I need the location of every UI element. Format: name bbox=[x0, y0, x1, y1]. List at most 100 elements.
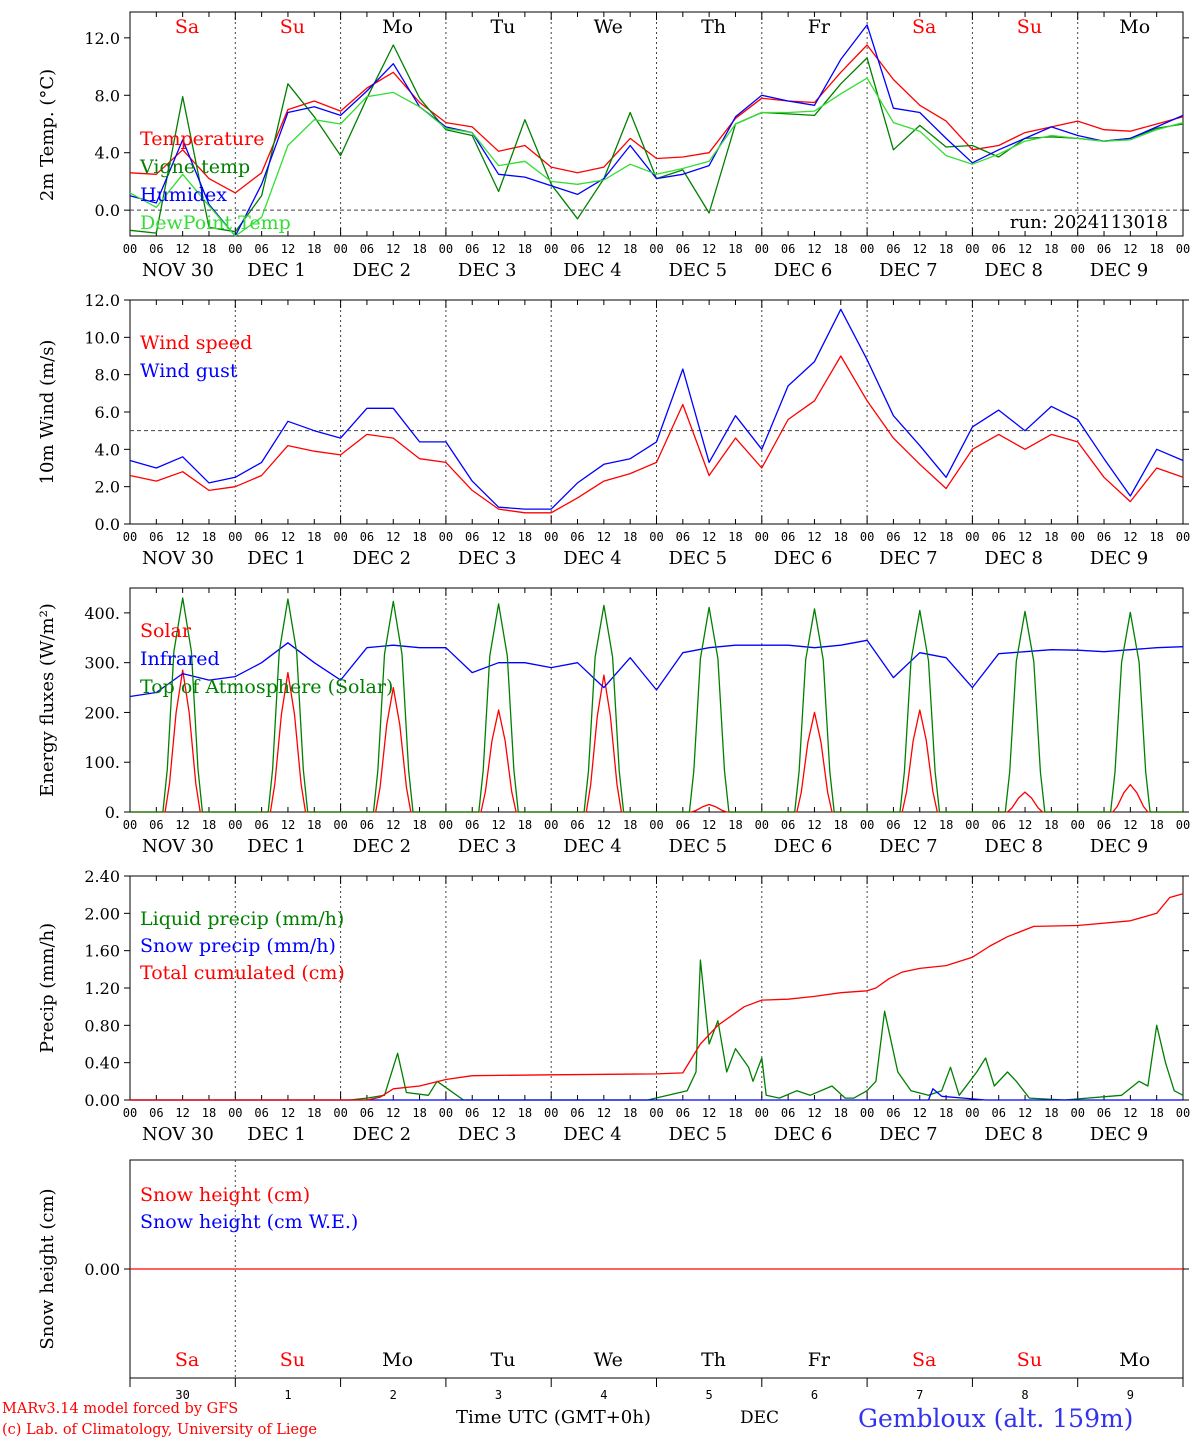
weekday-label: Sa bbox=[912, 1349, 936, 1371]
hour-tick-label: 12 bbox=[597, 818, 611, 832]
weekday-label: Th bbox=[701, 16, 726, 38]
hour-tick-label: 18 bbox=[1044, 530, 1058, 544]
hour-tick-label: 00 bbox=[965, 818, 979, 832]
hour-tick-label: 00 bbox=[1070, 1106, 1084, 1120]
y-axis-label: Energy fluxes (W/m²) bbox=[37, 603, 58, 797]
hour-tick-label: 00 bbox=[544, 530, 558, 544]
day-number-label: 30 bbox=[175, 1388, 189, 1402]
date-label: DEC 3 bbox=[458, 836, 517, 857]
hour-tick-label: 12 bbox=[1123, 1106, 1137, 1120]
series-line bbox=[129, 308, 1184, 510]
hour-tick-label: 12 bbox=[1123, 242, 1137, 256]
date-label: DEC 3 bbox=[458, 260, 517, 281]
y-tick-label: 8.0 bbox=[95, 366, 120, 385]
hour-tick-label: 12 bbox=[386, 530, 400, 544]
hour-tick-label: 06 bbox=[1097, 1106, 1111, 1120]
hour-tick-label: 18 bbox=[623, 818, 637, 832]
hour-tick-label: 00 bbox=[649, 530, 663, 544]
series-line bbox=[129, 639, 1184, 698]
y-tick-label: 0.00 bbox=[84, 1091, 120, 1110]
station-name: Gembloux (alt. 159m) bbox=[858, 1404, 1133, 1433]
y-tick-label: 6.0 bbox=[95, 403, 120, 422]
hour-tick-label: 12 bbox=[491, 530, 505, 544]
hour-tick-label: 18 bbox=[412, 530, 426, 544]
y-tick-label: 0.00 bbox=[84, 1260, 120, 1279]
hour-tick-label: 06 bbox=[886, 818, 900, 832]
weekday-label: Th bbox=[701, 1349, 726, 1371]
hour-tick-label: 00 bbox=[228, 242, 242, 256]
hour-tick-label: 12 bbox=[175, 242, 189, 256]
hour-tick-label: 12 bbox=[1018, 242, 1032, 256]
date-label: DEC 2 bbox=[353, 548, 412, 569]
grid-layer bbox=[124, 11, 1189, 1387]
weekday-label: Mo bbox=[1119, 1349, 1150, 1371]
day-number-label: 4 bbox=[600, 1388, 607, 1402]
date-label: DEC 3 bbox=[458, 1124, 517, 1145]
series-line bbox=[129, 44, 1184, 194]
legend-entry: DewPoint Temp bbox=[140, 212, 291, 234]
hour-tick-label: 12 bbox=[807, 818, 821, 832]
hour-tick-label: 12 bbox=[913, 530, 927, 544]
date-label: DEC 7 bbox=[879, 548, 938, 569]
series-line bbox=[129, 77, 1184, 237]
date-label: DEC 1 bbox=[247, 548, 306, 569]
hour-tick-label: 00 bbox=[1070, 818, 1084, 832]
day-number-label: 5 bbox=[706, 1388, 713, 1402]
hour-tick-label: 00 bbox=[860, 1106, 874, 1120]
hour-tick-label: 18 bbox=[1044, 1106, 1058, 1120]
y-tick-label: 10.0 bbox=[84, 328, 120, 347]
hour-tick-label: 00 bbox=[333, 530, 347, 544]
hour-tick-label: 12 bbox=[1018, 530, 1032, 544]
hour-tick-label: 00 bbox=[860, 818, 874, 832]
hour-tick-label: 00 bbox=[1176, 818, 1190, 832]
hour-tick-label: 06 bbox=[570, 242, 584, 256]
y-axis-label: 10m Wind (m/s) bbox=[37, 340, 58, 485]
hour-tick-label: 18 bbox=[623, 530, 637, 544]
y-tick-label: 12.0 bbox=[84, 29, 120, 48]
hour-tick-label: 06 bbox=[465, 1106, 479, 1120]
y-axis-label: 2m Temp. (°C) bbox=[37, 69, 58, 201]
weekday-label: Tu bbox=[490, 16, 515, 38]
hour-tick-label: 12 bbox=[175, 530, 189, 544]
hour-tick-label: 12 bbox=[597, 242, 611, 256]
date-label: DEC 6 bbox=[774, 260, 833, 281]
date-label: DEC 7 bbox=[879, 260, 938, 281]
hour-tick-label: 00 bbox=[333, 1106, 347, 1120]
series-line bbox=[130, 1088, 1183, 1101]
hour-tick-label: 18 bbox=[623, 242, 637, 256]
hour-tick-label: 00 bbox=[755, 818, 769, 832]
hour-tick-label: 06 bbox=[781, 1106, 795, 1120]
hour-tick-label: 06 bbox=[991, 242, 1005, 256]
legend-entry: Solar bbox=[140, 620, 192, 642]
hour-tick-label: 18 bbox=[834, 530, 848, 544]
hour-tick-label: 06 bbox=[570, 1106, 584, 1120]
y-tick-label: 8.0 bbox=[95, 86, 120, 105]
hour-tick-label: 06 bbox=[149, 530, 163, 544]
hour-tick-label: 00 bbox=[333, 242, 347, 256]
hour-tick-label: 00 bbox=[965, 242, 979, 256]
date-label: DEC 6 bbox=[774, 1124, 833, 1145]
hour-tick-label: 18 bbox=[728, 1106, 742, 1120]
legend-entry: Infrared bbox=[140, 648, 220, 670]
hour-tick-label: 18 bbox=[834, 1106, 848, 1120]
date-label: DEC 4 bbox=[563, 1124, 622, 1145]
date-label: DEC 7 bbox=[879, 1124, 938, 1145]
date-label: NOV 30 bbox=[142, 1124, 214, 1145]
date-label: NOV 30 bbox=[142, 836, 214, 857]
date-label: DEC 9 bbox=[1090, 548, 1149, 569]
y-tick-label: 0.40 bbox=[84, 1054, 120, 1073]
hour-tick-label: 12 bbox=[702, 242, 716, 256]
date-label: DEC 2 bbox=[353, 260, 412, 281]
hour-tick-label: 06 bbox=[781, 818, 795, 832]
weekday-label: Su bbox=[1017, 16, 1042, 38]
hour-tick-label: 12 bbox=[175, 1106, 189, 1120]
date-label: DEC 8 bbox=[984, 836, 1043, 857]
weekday-label: Sa bbox=[175, 1349, 199, 1371]
hour-tick-label: 18 bbox=[518, 1106, 532, 1120]
hour-tick-label: 18 bbox=[728, 242, 742, 256]
date-label: DEC 8 bbox=[984, 1124, 1043, 1145]
hour-tick-label: 06 bbox=[254, 530, 268, 544]
hour-tick-label: 12 bbox=[281, 530, 295, 544]
hour-tick-label: 00 bbox=[755, 530, 769, 544]
hour-tick-label: 06 bbox=[360, 242, 374, 256]
